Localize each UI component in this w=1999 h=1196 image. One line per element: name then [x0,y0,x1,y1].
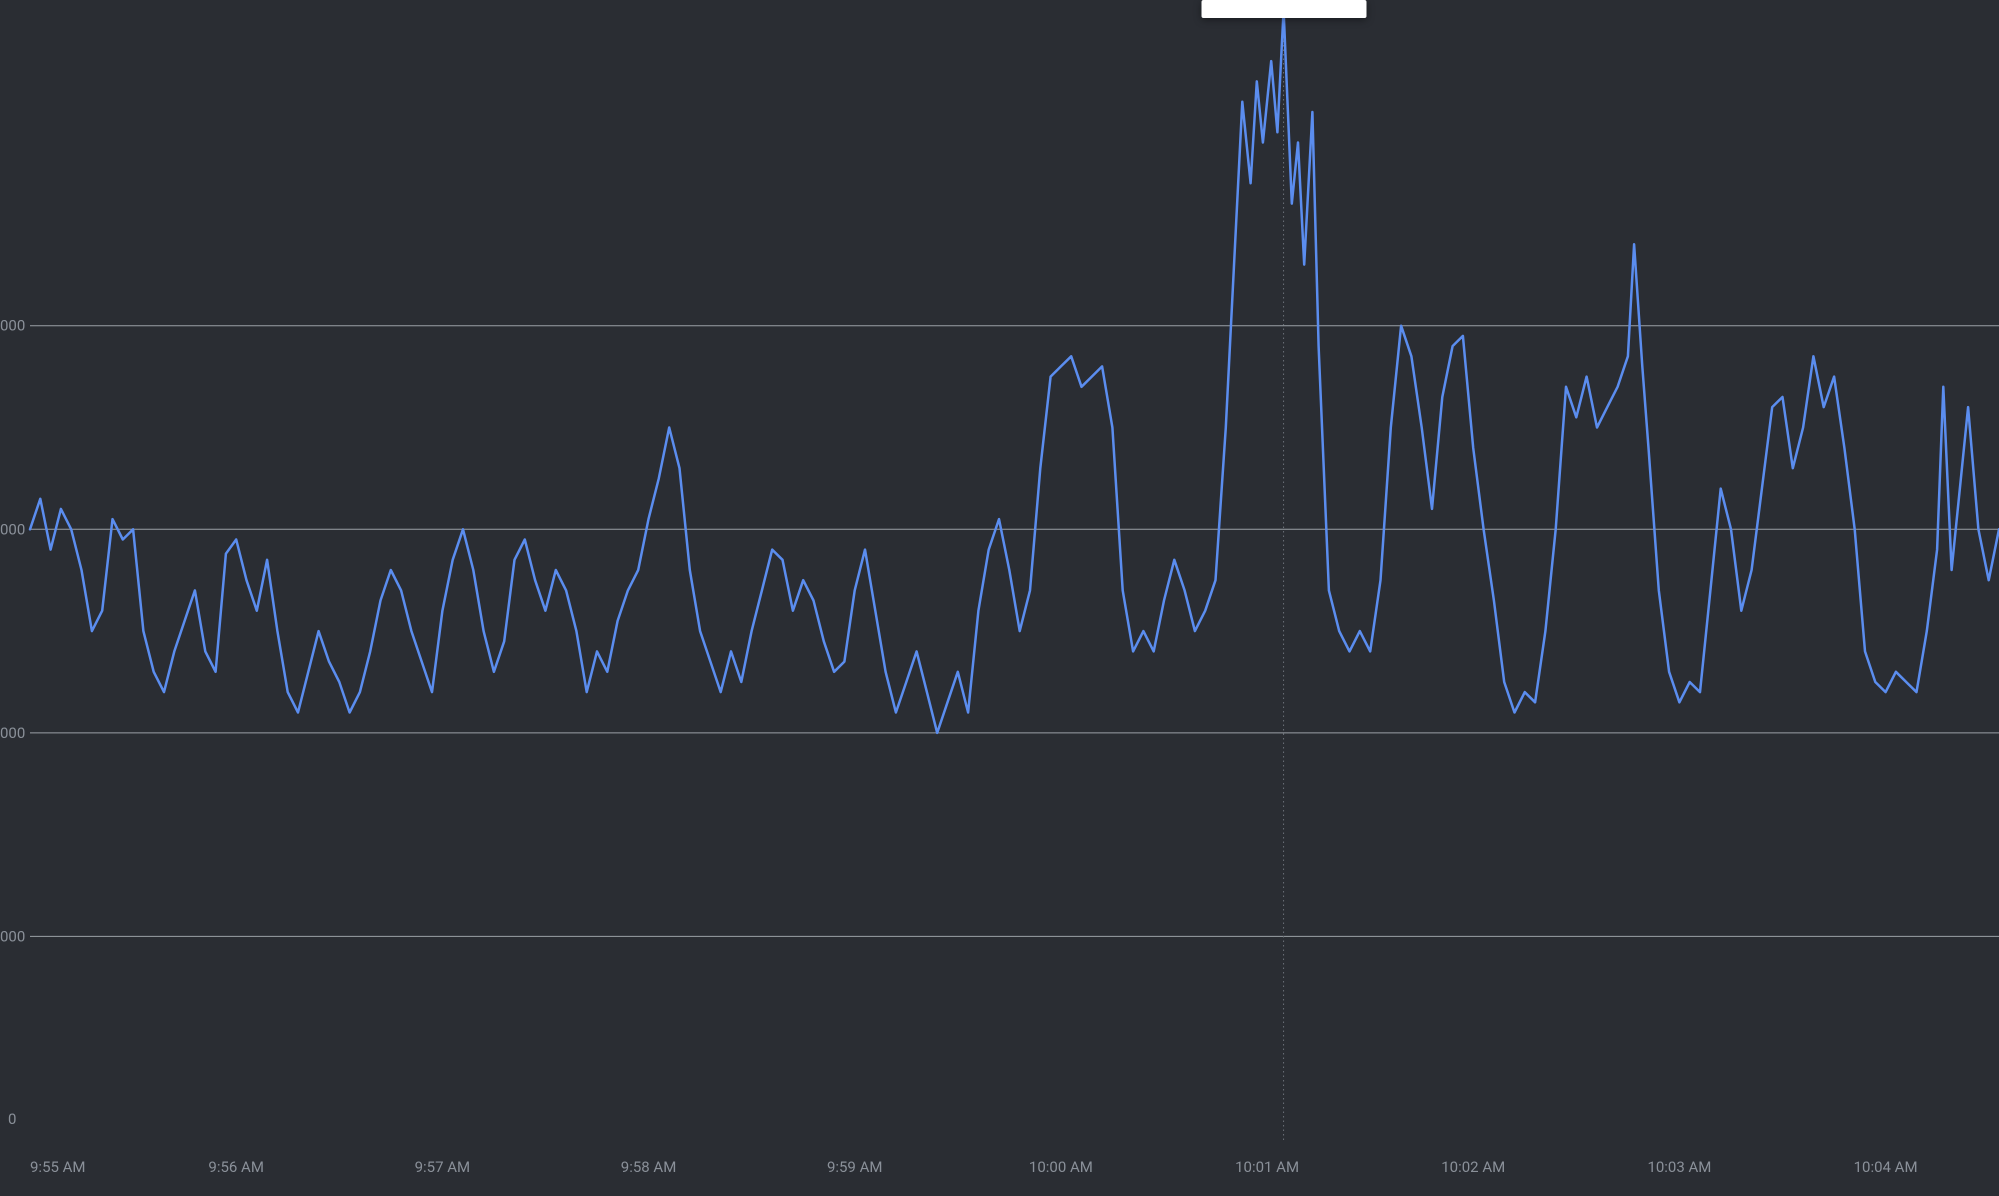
x-axis-tick-label: 10:02 AM [1441,1158,1505,1176]
y-axis-tick-label: 000 [0,520,25,538]
x-axis-tick-label: 9:55 AM [30,1158,86,1176]
x-axis-tick-label: 9:59 AM [827,1158,883,1176]
timeseries-chart[interactable]: 000 000 000 000 9:55 AM 9:56 AM 9:57 AM 9:58 A… [0,0,1999,1196]
y-axis-tick-label: 000 [0,927,25,945]
y-axis-zero-label: 0 [8,1110,16,1128]
chart-background [0,0,1999,1196]
x-axis-tick-label: 9:56 AM [208,1158,264,1176]
chart-canvas[interactable]: 000 000 000 000 9:55 AM 9:56 AM 9:57 AM 9:58 A… [0,0,1999,1196]
x-axis-tick-label: 10:03 AM [1647,1158,1711,1176]
x-axis-tick-label: 9:58 AM [621,1158,677,1176]
x-axis-tick-label: 10:01 AM [1235,1158,1299,1176]
y-axis-tick-label: 000 [0,317,25,335]
y-axis-tick-label: 000 [0,724,25,742]
x-axis-tick-label: 9:57 AM [415,1158,471,1176]
hover-tooltip [1201,0,1366,18]
x-axis-tick-label: 10:00 AM [1029,1158,1093,1176]
x-axis-tick-label: 10:04 AM [1854,1158,1918,1176]
